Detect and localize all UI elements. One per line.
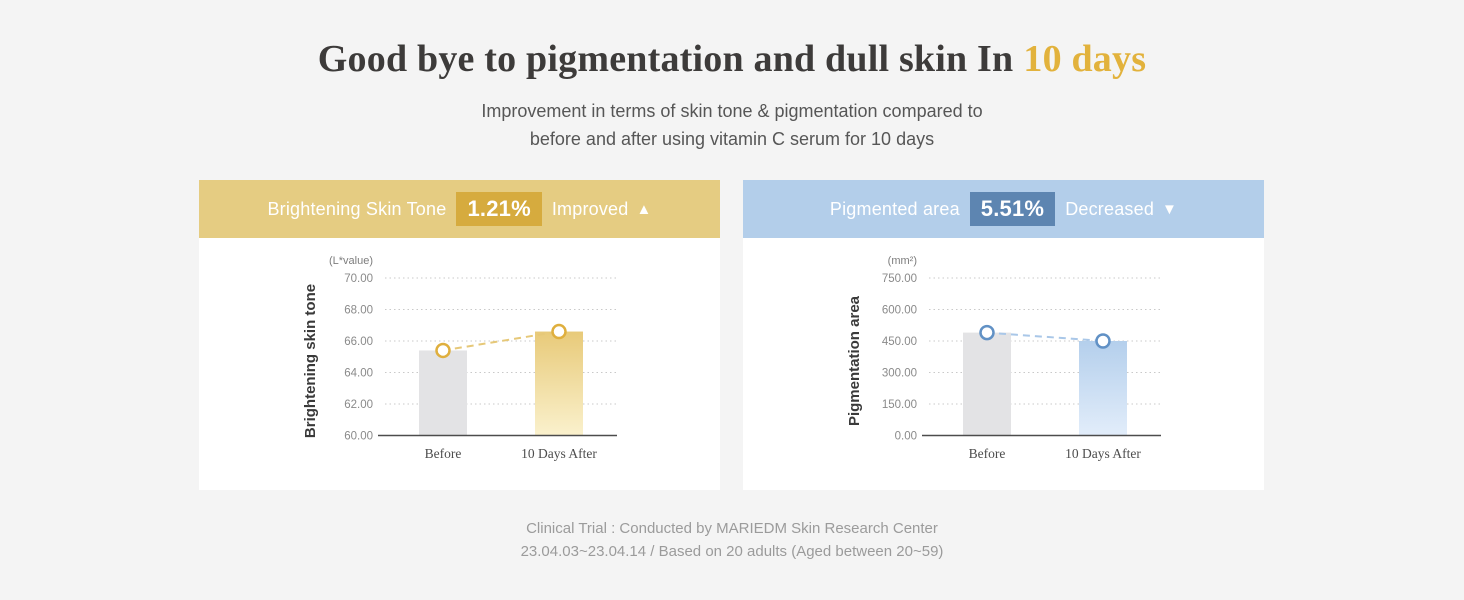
page-title-accent: 10 days [1023,38,1147,80]
page-title: Good bye to pigmentation and dull skin I… [0,36,1464,82]
data-point-marker [1095,333,1111,349]
pigmented-panel-header: Pigmented area 5.51% Decreased ▼ [743,180,1264,238]
pigmented-area-chart-canvas: 0.00 150.00 300.00 450.00 600.00 750.00 (mm²) P… [846,255,1161,461]
page-subtitle-line1: Improvement in terms of skin tone & pigm… [481,101,983,121]
y-axis-title: Pigmentation area [846,295,863,426]
y-tick-label: 750.00 [882,273,917,285]
y-axis-unit-label: (L*value) [329,255,373,267]
data-point-marker [435,342,451,359]
brightening-skin-tone-chart-canvas: 60.00 62.00 64.00 66.00 68.00 70.00 (L*value) B… [302,255,617,461]
brightening-panel-header: Brightening Skin Tone 1.21% Improved ▲ [199,180,720,238]
y-tick-label: 300.00 [882,368,917,380]
pigmented-chart-body: 0.00 150.00 300.00 450.00 600.00 750.00 (mm²) P… [743,238,1264,490]
x-category-label: Before [425,446,462,461]
y-tick-label: 68.00 [344,305,373,317]
y-axis-title: Brightening skin tone [302,284,319,438]
y-tick-label: 600.00 [882,305,917,317]
pigmented-header-label: Pigmented area [829,198,960,219]
down-arrow-icon: ▼ [1162,200,1178,218]
y-tick-label: 0.00 [895,431,917,443]
brightening-header-suffix: Improved [551,198,629,219]
footnote-line2: 23.04.03~23.04.14 / Based on 20 adults (… [520,543,944,560]
y-tick-label: 62.00 [344,399,373,411]
y-tick-label: 70.00 [344,273,373,285]
clinical-trial-footnote: Clinical Trial : Conducted by MARIEDM Sk… [0,517,1464,563]
page-title-main: Good bye to pigmentation and dull skin I… [317,38,1014,80]
brightening-chart-body: 60.00 62.00 64.00 66.00 68.00 70.00 (L*value) B… [199,238,720,490]
page-subtitle-line2: before and after using vitamin C serum f… [529,129,935,149]
x-category-label: 10 Days After [1065,446,1141,461]
y-axis-unit-label: (mm²) [888,255,917,267]
footnote-line1: Clinical Trial : Conducted by MARIEDM Sk… [526,520,938,537]
page-subtitle: Improvement in terms of skin tone & pigm… [0,97,1464,153]
brightening-skin-tone-panel: Brightening Skin Tone 1.21% Improved ▲ 6… [199,180,720,490]
y-tick-label: 450.00 [882,336,917,348]
charts-row: Brightening Skin Tone 1.21% Improved ▲ 6… [199,180,1264,490]
y-tick-label: 150.00 [882,399,917,411]
pigmented-header-suffix: Decreased [1065,198,1155,219]
up-arrow-icon: ▲ [636,200,652,218]
trend-dashed-line [986,331,1104,342]
bar-10-days-after [535,331,583,436]
trend-dashed-line [442,330,560,352]
x-category-label: Before [969,446,1006,461]
pigmented-area-panel: Pigmented area 5.51% Decreased ▼ 0.00 150… [743,180,1264,490]
data-point-marker [979,324,995,341]
data-point-marker [551,323,567,340]
bar-10-days-after [1079,341,1127,436]
y-tick-label: 60.00 [344,431,373,443]
y-tick-label: 64.00 [344,368,373,380]
pigmented-percent-badge: 5.51% [969,192,1056,226]
y-tick-label: 66.00 [344,336,373,348]
x-category-label: 10 Days After [521,446,597,461]
bar-before [963,332,1011,436]
bar-before [419,350,467,436]
brightening-header-label: Brightening Skin Tone [267,198,447,219]
brightening-percent-badge: 1.21% [456,192,542,226]
